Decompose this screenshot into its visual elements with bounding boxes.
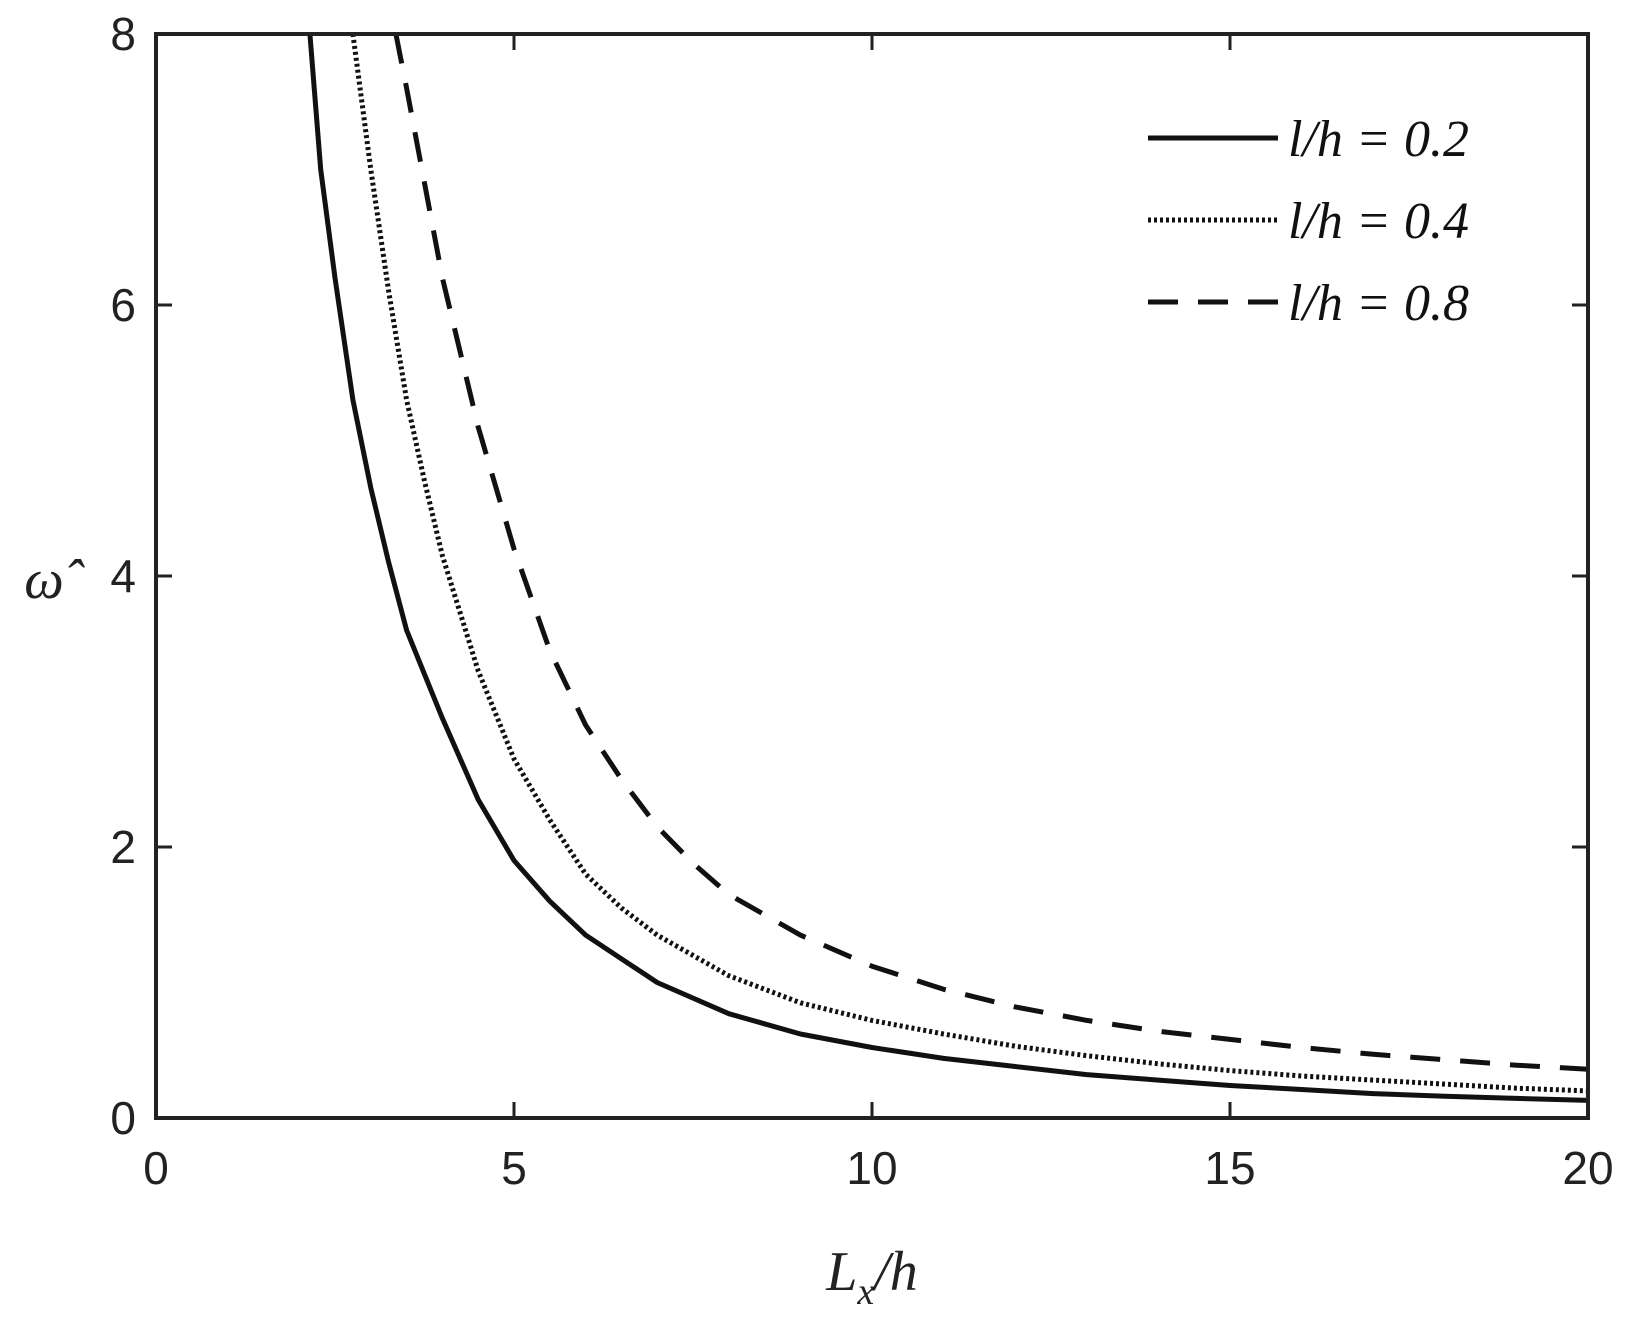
x-axis-label: Lx/h: [825, 1241, 918, 1313]
x-axis-label-main: L: [825, 1241, 857, 1303]
y-tick-label: 0: [110, 1092, 136, 1144]
series-line-2: [350, 34, 1588, 1094]
legend-label: l/h = 0.2: [1288, 111, 1469, 168]
tick-labels: 0 5 10 15 20 0 2 4 6 8: [110, 8, 1613, 1194]
legend-label: l/h = 0.4: [1288, 193, 1469, 250]
x-tick-label: 10: [846, 1142, 897, 1194]
x-tick-label: 0: [143, 1142, 169, 1194]
y-axis-label: ω̂: [24, 549, 85, 611]
series-line-1: [307, 34, 1588, 1103]
x-tick-label: 20: [1562, 1142, 1613, 1194]
legend-label: l/h = 0.8: [1288, 275, 1469, 332]
plot-series: [307, 34, 1588, 1103]
x-axis-label-subscript: x: [856, 1271, 874, 1313]
y-tick-label: 6: [110, 279, 136, 331]
y-tick-label: 4: [110, 550, 136, 602]
y-tick-label: 2: [110, 821, 136, 873]
x-tick-label: 15: [1204, 1142, 1255, 1194]
x-tick-label: 5: [501, 1142, 527, 1194]
plot-area-frame: [154, 32, 1590, 1120]
x-axis-label-rest: /h: [871, 1241, 918, 1303]
series-line-3: [393, 34, 1588, 1072]
legend: l/h = 0.2 l/h = 0.4 l/h = 0.8: [1148, 111, 1469, 332]
y-tick-label: 8: [110, 8, 136, 60]
